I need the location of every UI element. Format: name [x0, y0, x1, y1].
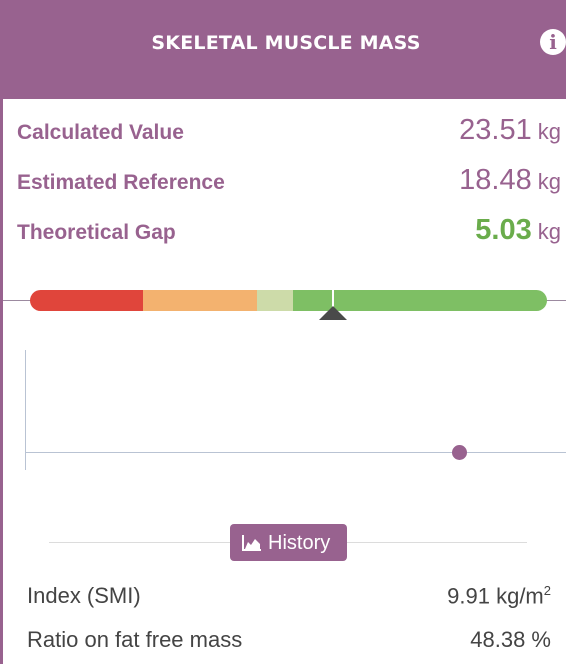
area-chart-icon [242, 534, 262, 557]
metric-unit: kg [537, 119, 561, 144]
scale-segment-normal [257, 290, 293, 311]
metric-number: 23.51 [459, 114, 532, 146]
info-icon[interactable]: i [540, 29, 566, 55]
history-chart-x-axis [25, 452, 566, 453]
history-chart-y-axis [25, 350, 26, 470]
metric-value: 18.48 kg [459, 164, 561, 197]
stat-value: 9.91 kg/m2 [447, 583, 551, 609]
metric-unit: kg [537, 219, 561, 244]
stat-row-smi: Index (SMI) 9.91 kg/m2 [27, 583, 551, 613]
metric-number: 5.03 [475, 214, 532, 246]
history-button-label: History [268, 532, 331, 554]
history-button[interactable]: History [230, 524, 347, 561]
metric-row-calculated: Calculated Value 23.51 kg [17, 114, 561, 154]
card-header: SKELETAL MUSCLE MASS i [3, 0, 566, 99]
metric-row-reference: Estimated Reference 18.48 kg [17, 164, 561, 204]
stat-label: Index (SMI) [27, 583, 141, 608]
scale-segment-good [293, 290, 547, 311]
metric-unit: kg [537, 169, 561, 194]
metric-value: 23.51 kg [459, 114, 561, 147]
metric-label: Estimated Reference [17, 171, 225, 194]
stat-label: Ratio on fat free mass [27, 627, 243, 652]
metric-value: 5.03 kg [475, 214, 561, 247]
stat-row-ratio: Ratio on fat free mass 48.38 % [27, 627, 551, 657]
card-title: SKELETAL MUSCLE MASS [151, 32, 421, 54]
scale-segment-low [30, 290, 143, 311]
stat-value-exponent: 2 [543, 583, 551, 598]
stat-value: 48.38 % [470, 627, 551, 652]
metric-label: Theoretical Gap [17, 221, 176, 244]
history-chart-point[interactable] [452, 445, 467, 460]
stat-value-text: 9.91 kg/m [447, 583, 544, 609]
scale-segment-below [143, 290, 257, 311]
metric-row-gap: Theoretical Gap 5.03 kg [17, 214, 561, 254]
scale-value-tick [332, 290, 334, 311]
metric-label: Calculated Value [17, 121, 184, 144]
metric-number: 18.48 [459, 164, 532, 196]
scale-marker-triangle [319, 306, 347, 320]
